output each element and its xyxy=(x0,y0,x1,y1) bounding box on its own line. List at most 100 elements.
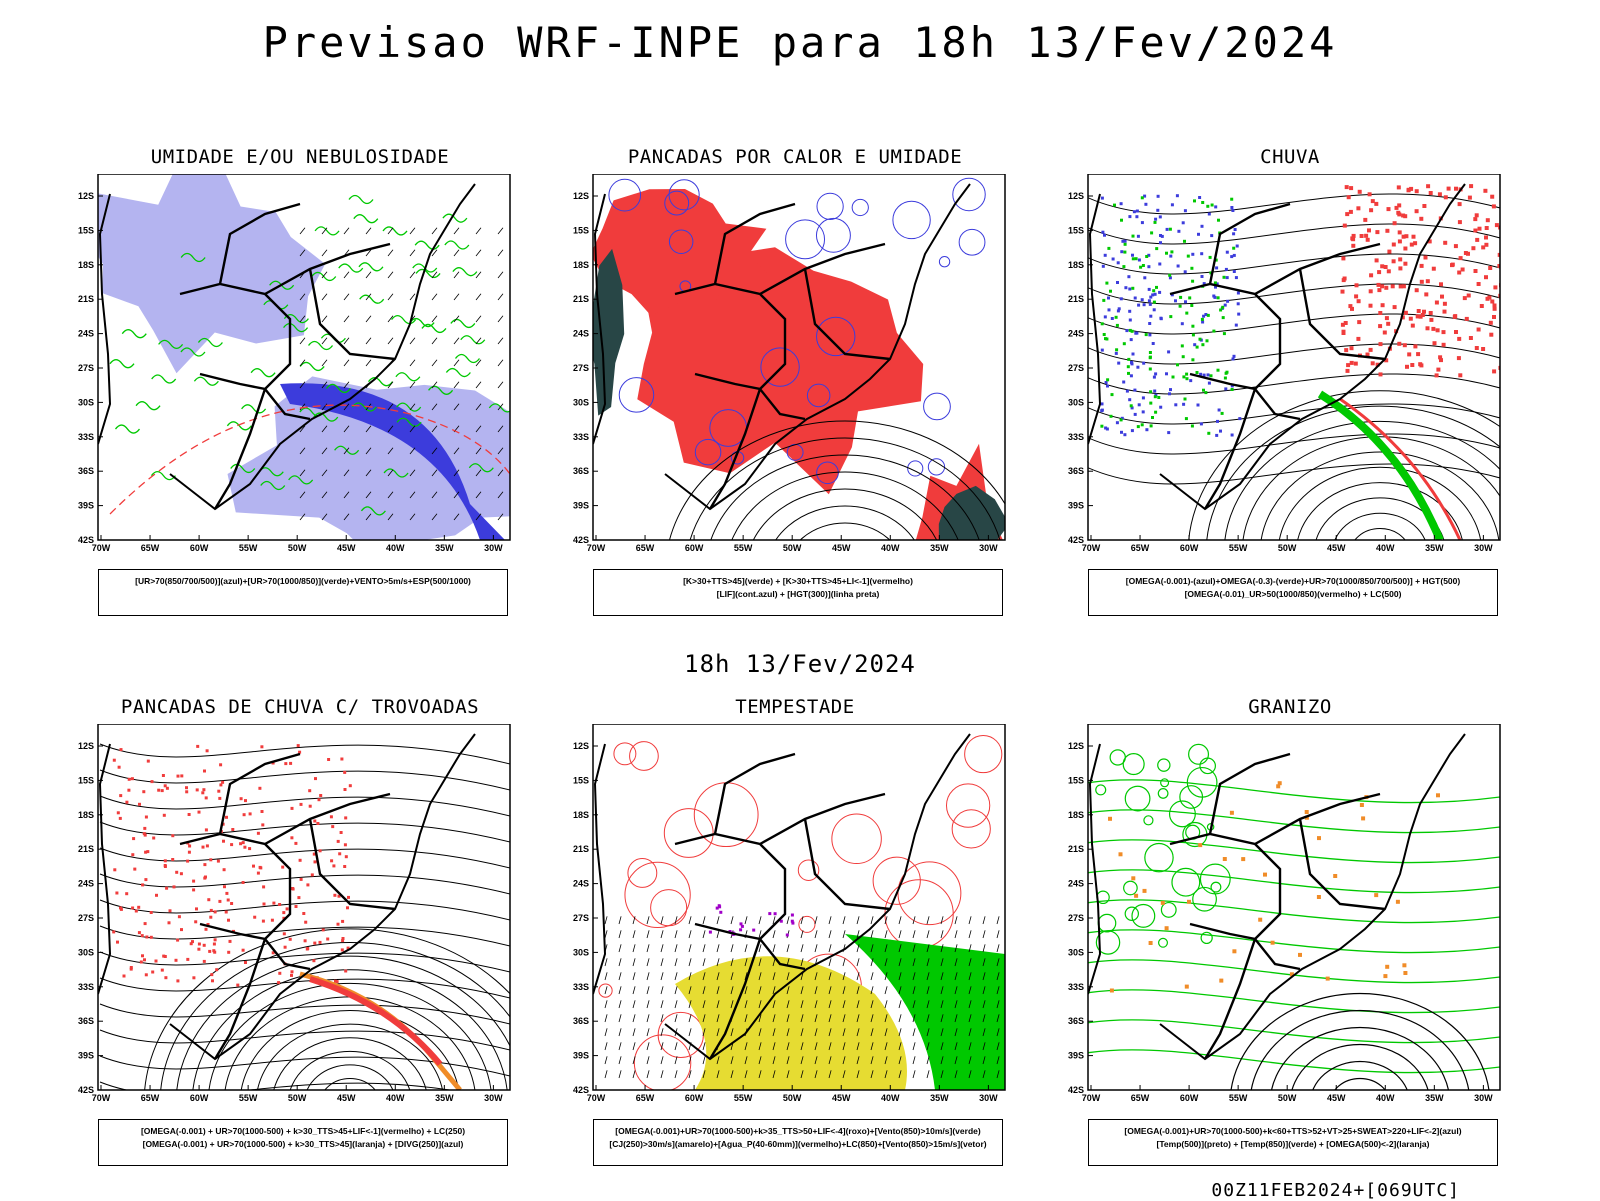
panel-thunderstorm-showers: PANCADAS DE CHUVA C/ TROVOADAS 12S 15S 18S… xyxy=(50,696,550,1196)
panel-legend: [UR>70(850/700/500)](azul)+[UR>70(1000/8… xyxy=(98,569,508,616)
lon-tick-label: 60W xyxy=(190,1093,209,1103)
lat-tick-label: 27S xyxy=(78,913,94,923)
lat-tick-label: 21S xyxy=(573,294,589,304)
lon-tick-label: 55W xyxy=(1229,1093,1248,1103)
panel-legend: [K>30+TTS>45](verde) + [K>30+TTS>45+LI<-… xyxy=(593,569,1003,616)
panel-legend: [OMEGA(-0.001) + UR>70(1000-500) + k>30_… xyxy=(98,1119,508,1166)
lat-tick-label: 24S xyxy=(573,329,589,339)
legend-line: [OMEGA(-0.001)+UR>70(1000-500)+k<60+TTS>… xyxy=(1124,1126,1462,1136)
lon-tick-label: 35W xyxy=(930,1093,949,1103)
lat-tick-label: 12S xyxy=(1068,741,1084,751)
panel-legend: [OMEGA(-0.001)+UR>70(1000-500)+k>35_TTS>… xyxy=(593,1119,1003,1166)
legend-line: [OMEGA(-0.01)_UR>50(1000/850)(vermelho) … xyxy=(1184,589,1402,599)
lon-tick-label: 65W xyxy=(636,543,655,553)
lon-tick-label: 30W xyxy=(484,1093,503,1103)
lat-tick-label: 18S xyxy=(78,810,94,820)
panel-heat-showers: PANCADAS POR CALOR E UMIDADE 12S 15S 18S 21… xyxy=(545,146,1045,646)
legend-line: [CJ(250)>30m/s](amarelo)+[Agua_P(40-60mm… xyxy=(609,1139,987,1149)
lat-tick-label: 15S xyxy=(78,225,94,235)
lon-tick-label: 55W xyxy=(239,1093,258,1103)
lon-tick-label: 70W xyxy=(587,543,606,553)
lon-tick-label: 35W xyxy=(1425,543,1444,553)
lon-tick-label: 30W xyxy=(484,543,503,553)
lat-tick-label: 39S xyxy=(1068,501,1084,511)
lat-tick-label: 36S xyxy=(1068,1016,1084,1026)
lat-tick-label: 30S xyxy=(78,947,94,957)
lat-tick-label: 33S xyxy=(1068,432,1084,442)
lat-tick-label: 33S xyxy=(573,982,589,992)
lat-tick-label: 21S xyxy=(78,844,94,854)
legend-line: [LIF](cont.azul) + [HGT(300)](linha pret… xyxy=(716,589,880,599)
lon-tick-label: 65W xyxy=(636,1093,655,1103)
lon-tick-label: 60W xyxy=(1180,1093,1199,1103)
lat-tick-label: 24S xyxy=(1068,879,1084,889)
lat-tick-label: 12S xyxy=(573,741,589,751)
panel-legend: [OMEGA(-0.001)-(azul)+OMEGA(-0.3)-(verde… xyxy=(1088,569,1498,616)
lon-tick-label: 30W xyxy=(1474,1093,1493,1103)
lat-tick-label: 36S xyxy=(573,466,589,476)
lat-tick-label: 33S xyxy=(78,982,94,992)
lat-tick-label: 12S xyxy=(1068,191,1084,201)
lon-tick-label: 45W xyxy=(832,1093,851,1103)
lat-tick-label: 33S xyxy=(573,432,589,442)
lon-tick-label: 45W xyxy=(337,543,356,553)
lat-tick-label: 18S xyxy=(573,260,589,270)
lon-tick-label: 40W xyxy=(1376,543,1395,553)
lon-tick-label: 40W xyxy=(386,543,405,553)
lat-tick-label: 21S xyxy=(1068,294,1084,304)
panel-title: UMIDADE E/OU NEBULOSIDADE xyxy=(150,146,450,168)
legend-line: [K>30+TTS>45](verde) + [K>30+TTS>45+LI<-… xyxy=(683,576,913,586)
lat-tick-label: 30S xyxy=(78,397,94,407)
legend-line: [OMEGA(-0.001)-(azul)+OMEGA(-0.3)-(verde… xyxy=(1125,576,1461,586)
lon-tick-label: 55W xyxy=(1229,543,1248,553)
lon-tick-label: 50W xyxy=(783,1093,802,1103)
lon-tick-label: 70W xyxy=(1082,1093,1101,1103)
legend-line: [OMEGA(-0.001) + UR>70(1000-500) + k>30_… xyxy=(140,1126,466,1136)
lon-tick-label: 30W xyxy=(979,543,998,553)
panel-rain: CHUVA 12S 15S 18S 21S 24S 27S 30S 33S 36S 39S 42S 7… xyxy=(1040,146,1540,646)
lat-tick-label: 21S xyxy=(1068,844,1084,854)
panel-legend: [OMEGA(-0.001)+UR>70(1000-500)+k<60+TTS>… xyxy=(1088,1119,1498,1166)
lat-tick-label: 18S xyxy=(1068,810,1084,820)
lon-tick-label: 40W xyxy=(881,1093,900,1103)
main-title: Previsao WRF-INPE para 18h 13/Fev/2024 xyxy=(262,18,1338,67)
panel-title: CHUVA xyxy=(1260,146,1320,168)
lon-tick-label: 70W xyxy=(92,1093,111,1103)
lat-tick-label: 15S xyxy=(1068,775,1084,785)
lon-tick-label: 60W xyxy=(685,543,704,553)
lat-tick-label: 15S xyxy=(78,775,94,785)
lon-tick-label: 55W xyxy=(734,1093,753,1103)
lon-tick-label: 65W xyxy=(141,1093,160,1103)
run-footer: 00Z11FEB2024+[069UTC] xyxy=(1211,1180,1460,1201)
lon-tick-label: 60W xyxy=(190,543,209,553)
lat-tick-label: 12S xyxy=(78,191,94,201)
lat-tick-label: 39S xyxy=(78,1051,94,1061)
lon-tick-label: 60W xyxy=(1180,543,1199,553)
lat-tick-label: 21S xyxy=(573,844,589,854)
panel-title: TEMPESTADE xyxy=(735,696,855,718)
forecast-time-subtitle: 18h 13/Fev/2024 xyxy=(684,650,916,678)
lat-tick-label: 15S xyxy=(573,775,589,785)
legend-line: [Temp(500)](preto) + [Temp(850)](verde) … xyxy=(1156,1139,1430,1149)
lon-tick-label: 35W xyxy=(435,1093,454,1103)
lat-tick-label: 36S xyxy=(1068,466,1084,476)
lon-tick-label: 50W xyxy=(288,1093,307,1103)
lat-tick-label: 30S xyxy=(573,947,589,957)
lat-tick-label: 30S xyxy=(1068,397,1084,407)
lat-tick-label: 33S xyxy=(1068,982,1084,992)
lon-tick-label: 40W xyxy=(1376,1093,1395,1103)
lat-tick-label: 15S xyxy=(1068,225,1084,235)
lat-tick-label: 18S xyxy=(1068,260,1084,270)
lat-tick-label: 18S xyxy=(573,810,589,820)
lat-tick-label: 30S xyxy=(573,397,589,407)
lon-tick-label: 45W xyxy=(1327,1093,1346,1103)
lon-tick-label: 35W xyxy=(930,543,949,553)
lon-tick-label: 45W xyxy=(832,543,851,553)
lat-tick-label: 27S xyxy=(1068,363,1084,373)
lon-tick-label: 35W xyxy=(1425,1093,1444,1103)
lon-tick-label: 40W xyxy=(386,1093,405,1103)
